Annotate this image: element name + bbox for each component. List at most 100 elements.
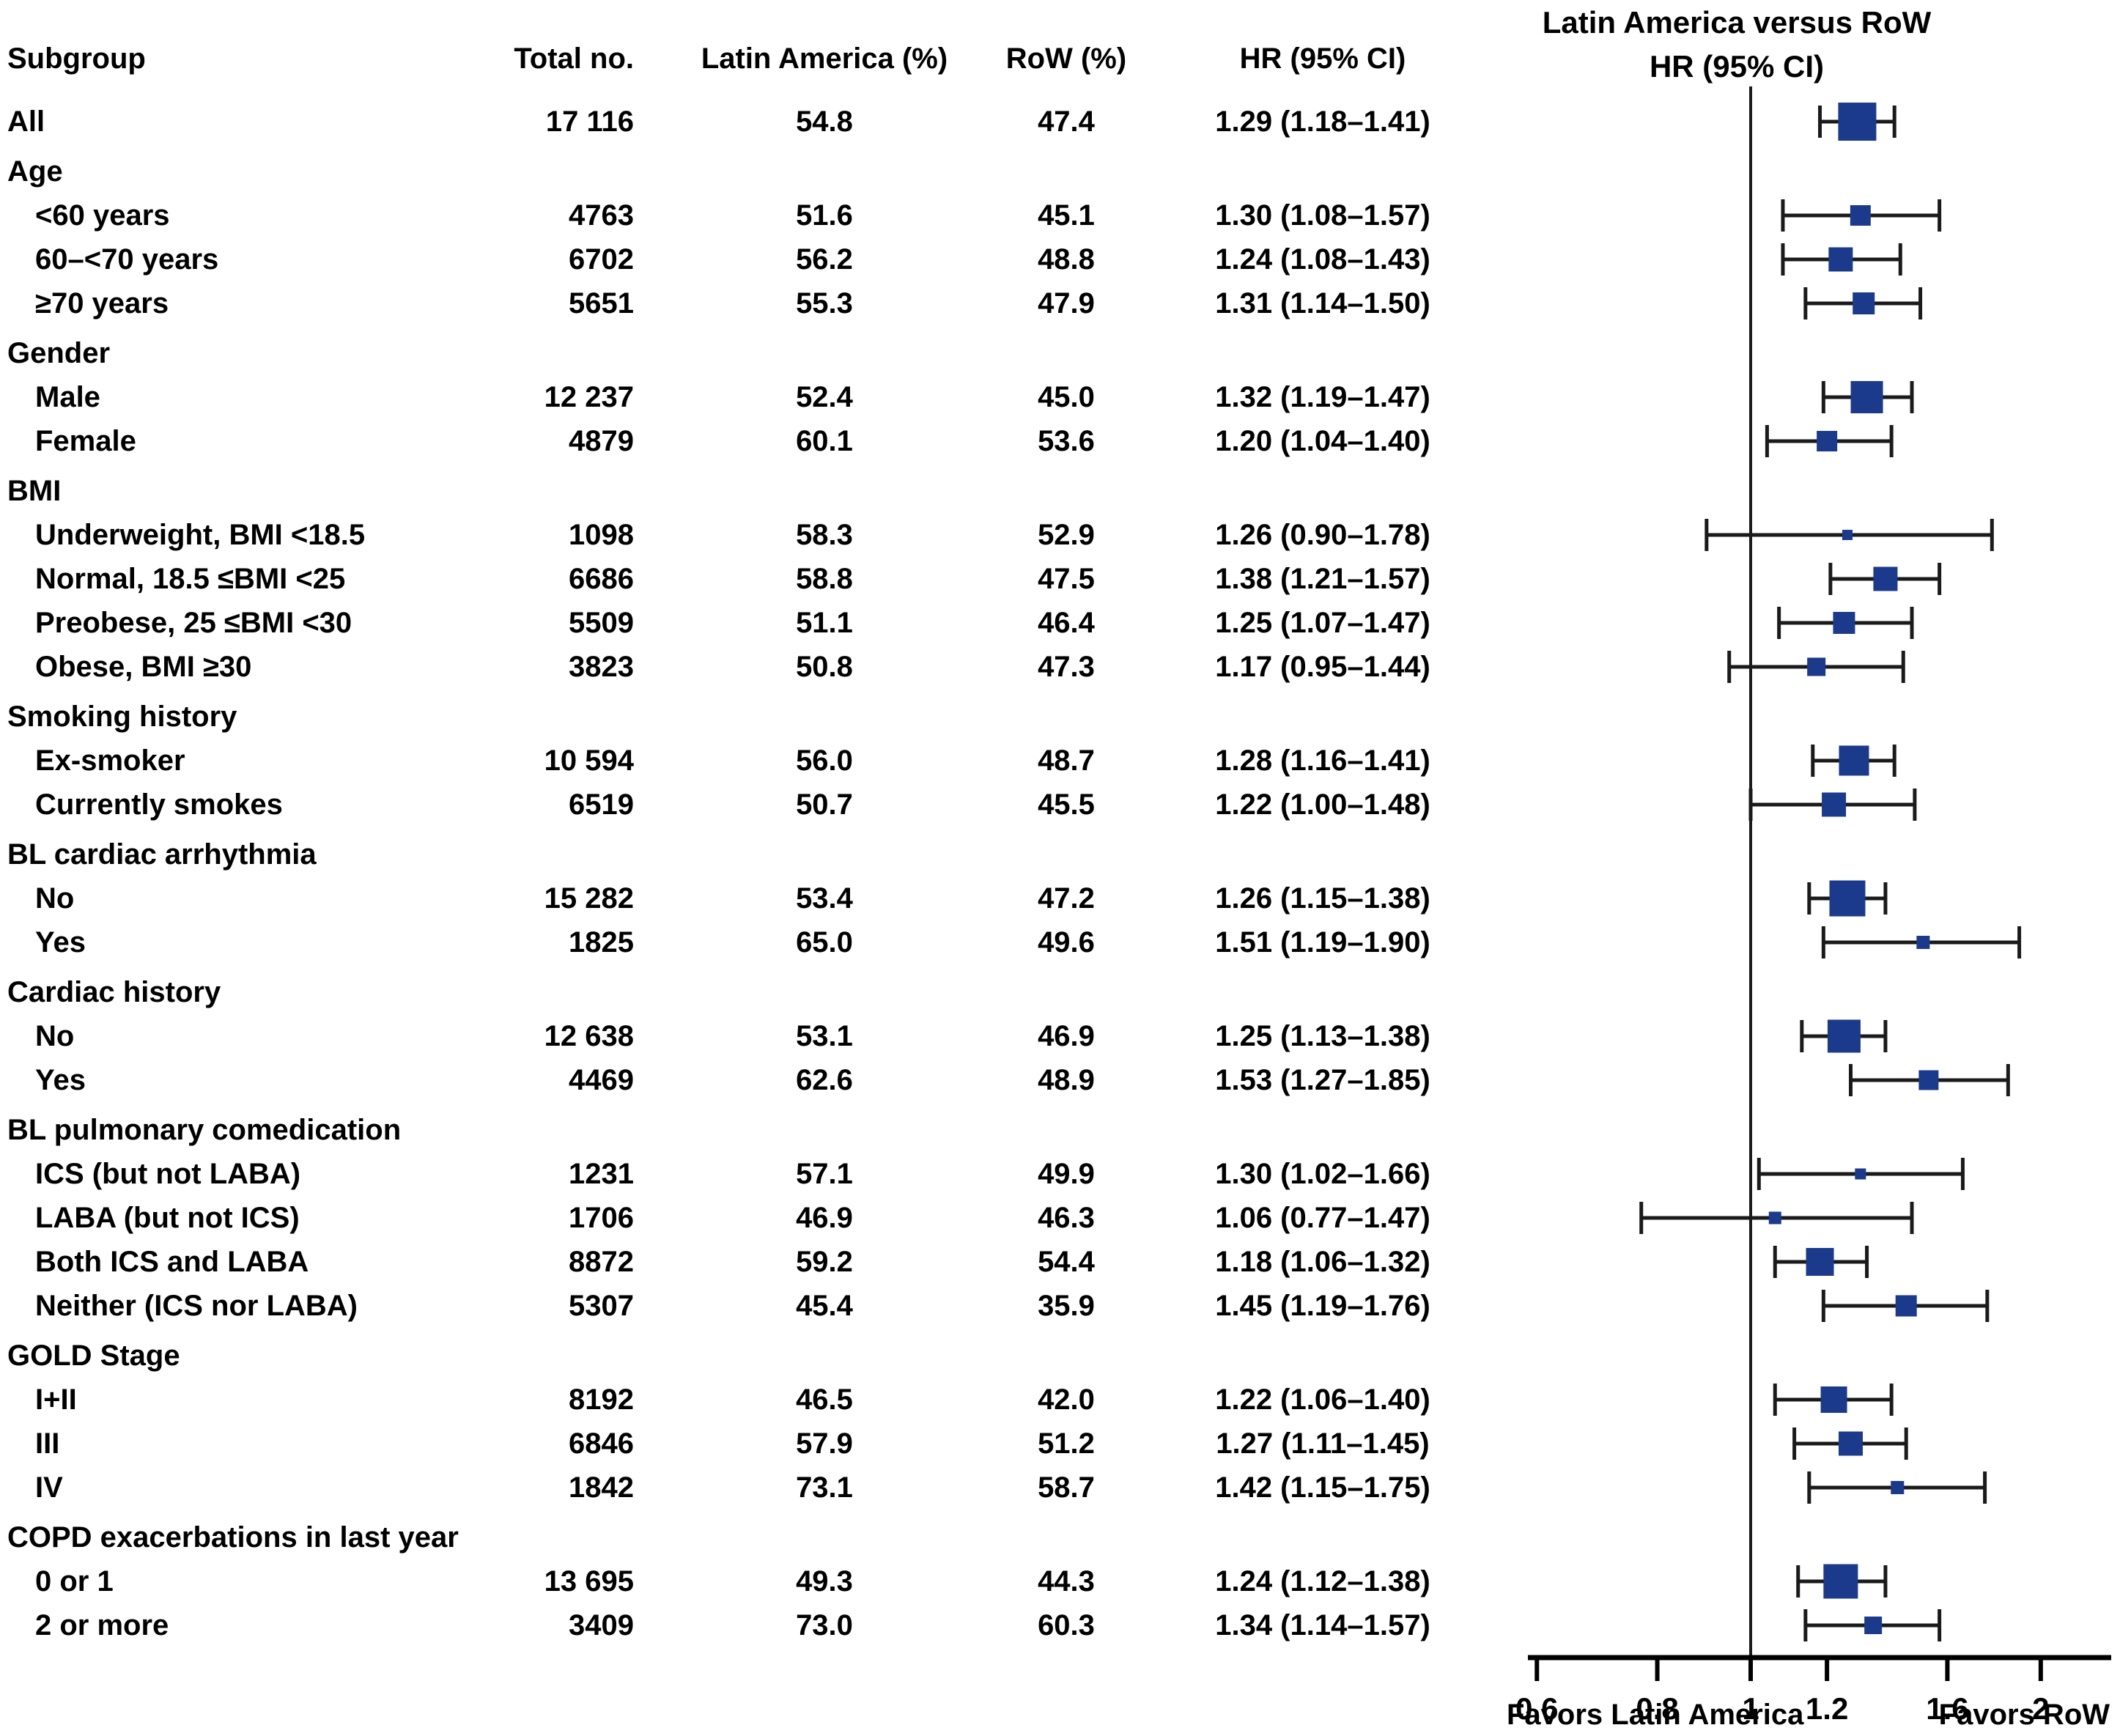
subgroup-label: Obese, BMI ≥30 <box>35 651 252 683</box>
table-row: ≥70 years 5651 55.3 47.9 1.31 (1.14–1.50) <box>0 281 2120 325</box>
hr-square <box>1817 431 1838 451</box>
subgroup-label: Underweight, BMI <18.5 <box>35 519 366 551</box>
total-no-cell: 17 116 <box>545 106 634 138</box>
table-row: Currently smokes 6519 50.7 45.5 1.22 (1.00–1… <box>0 783 2120 827</box>
subgroup-label: Ex-smoker <box>35 745 185 777</box>
hr-square <box>1822 792 1847 817</box>
total-no-cell: 4469 <box>569 1064 634 1096</box>
hr-ci-cell: 1.28 (1.16–1.41) <box>1215 745 1430 777</box>
hr-ci-cell: 1.22 (1.06–1.40) <box>1215 1384 1430 1416</box>
row-pct-cell: 54.4 <box>1038 1246 1095 1278</box>
group-row: GOLD Stage <box>0 1334 2120 1378</box>
row-pct-cell: 46.4 <box>1038 607 1095 639</box>
table-row: Normal, 18.5 ≤BMI <25 6686 58.8 47.5 1.38 (1… <box>0 557 2120 601</box>
hr-square <box>1827 1019 1861 1053</box>
row-pct-cell: 47.3 <box>1038 651 1095 683</box>
latin-america-pct-cell: 46.9 <box>796 1202 853 1234</box>
row-pct-cell: 52.9 <box>1038 519 1095 551</box>
group-row: Gender <box>0 331 2120 375</box>
row-pct-cell: 47.9 <box>1038 287 1095 320</box>
group-row: Cardiac history <box>0 970 2120 1014</box>
table-row: 0 or 1 13 695 49.3 44.3 1.24 (1.12–1.38) <box>0 1559 2120 1603</box>
table-row: Yes 1825 65.0 49.6 1.51 (1.19–1.90) <box>0 920 2120 964</box>
hr-ci-cell: 1.22 (1.00–1.48) <box>1215 788 1430 821</box>
group-row: BMI <box>0 469 2120 513</box>
subgroup-label: All <box>7 106 45 138</box>
hr-ci-cell: 1.24 (1.12–1.38) <box>1215 1565 1430 1598</box>
row-pct-cell: 45.0 <box>1038 381 1095 413</box>
total-no-cell: 12 237 <box>544 381 634 413</box>
total-no-cell: 13 695 <box>544 1565 634 1598</box>
hr-ci-cell: 1.29 (1.18–1.41) <box>1215 106 1430 138</box>
axis-tick-label: 1.2 <box>1806 1691 1848 1726</box>
total-no-cell: 1842 <box>569 1471 634 1504</box>
latin-america-pct-cell: 59.2 <box>796 1246 853 1278</box>
table-row: LABA (but not ICS) 1706 46.9 46.3 1.06 (0.77… <box>0 1196 2120 1240</box>
table-row: Ex-smoker 10 594 56.0 48.7 1.28 (1.16–1.41) <box>0 739 2120 783</box>
hr-ci-cell: 1.25 (1.07–1.47) <box>1215 607 1430 639</box>
table-row: Preobese, 25 ≤BMI <30 5509 51.1 46.4 1.25 (1… <box>0 601 2120 645</box>
latin-america-pct-cell: 45.4 <box>796 1290 853 1322</box>
subgroup-label: BL pulmonary comedication <box>7 1114 402 1146</box>
hr-square <box>1829 880 1866 917</box>
hr-ci-cell: 1.31 (1.14–1.50) <box>1215 287 1430 320</box>
latin-america-pct-cell: 53.4 <box>796 882 853 915</box>
subgroup-label: Cardiac history <box>7 976 221 1008</box>
subgroup-label: 0 or 1 <box>35 1565 114 1598</box>
row-pct-cell: 48.7 <box>1038 745 1095 777</box>
row-pct-cell: 46.3 <box>1038 1202 1095 1234</box>
subgroup-label: Yes <box>35 926 86 959</box>
axis-tick-label: 1 <box>1742 1691 1759 1726</box>
hr-square <box>1839 745 1869 776</box>
hr-square <box>1806 1248 1834 1276</box>
latin-america-pct-cell: 49.3 <box>796 1565 853 1598</box>
subgroup-label: COPD exacerbations in last year <box>7 1521 459 1554</box>
row-pct-cell: 44.3 <box>1038 1565 1095 1598</box>
hr-square <box>1828 247 1853 272</box>
total-no-cell: 5651 <box>569 287 634 320</box>
plot-title-line2: HR (95% CI) <box>1649 49 1825 84</box>
subgroup-label: Smoking history <box>7 701 237 733</box>
subgroup-label: No <box>35 882 75 915</box>
hr-ci-cell: 1.06 (0.77–1.47) <box>1215 1202 1430 1234</box>
total-no-cell: 10 594 <box>544 745 634 777</box>
hr-square <box>1839 1431 1864 1456</box>
subgroup-label: Yes <box>35 1064 86 1096</box>
latin-america-pct-cell: 50.7 <box>796 788 853 821</box>
row-pct-cell: 46.9 <box>1038 1020 1095 1052</box>
latin-america-pct-cell: 56.2 <box>796 243 853 276</box>
column-header-subgroup: Subgroup <box>7 43 146 75</box>
subgroup-label: Currently smokes <box>35 788 283 821</box>
subgroup-label: ICS (but not LABA) <box>35 1158 301 1190</box>
row-pct-cell: 60.3 <box>1038 1609 1095 1641</box>
hr-square <box>1864 1617 1883 1634</box>
subgroup-label: LABA (but not ICS) <box>35 1202 300 1234</box>
latin-america-pct-cell: 65.0 <box>796 926 853 959</box>
table-row: No 15 282 53.4 47.2 1.26 (1.15–1.38) <box>0 876 2120 920</box>
hr-square <box>1891 1481 1905 1494</box>
hr-ci-cell: 1.27 (1.11–1.45) <box>1216 1427 1430 1460</box>
total-no-cell: 4763 <box>569 199 634 232</box>
total-no-cell: 6686 <box>569 563 634 595</box>
table-row: III 6846 57.9 51.2 1.27 (1.11–1.45) <box>0 1422 2120 1466</box>
row-pct-cell: 48.9 <box>1038 1064 1095 1096</box>
hr-ci-cell: 1.25 (1.13–1.38) <box>1215 1020 1430 1052</box>
row-pct-cell: 42.0 <box>1038 1384 1095 1416</box>
table-row: IV 1842 73.1 58.7 1.42 (1.15–1.75) <box>0 1466 2120 1510</box>
hr-square <box>1873 566 1898 591</box>
hr-ci-cell: 1.17 (0.95–1.44) <box>1215 651 1430 683</box>
subgroup-label: Male <box>35 381 100 413</box>
axis-tick-label: 0.6 <box>1515 1691 1558 1726</box>
hr-ci-cell: 1.32 (1.19–1.47) <box>1215 381 1430 413</box>
subgroup-label: BMI <box>7 475 62 507</box>
total-no-cell: 5307 <box>569 1290 634 1322</box>
hr-ci-cell: 1.51 (1.19–1.90) <box>1215 926 1430 959</box>
row-pct-cell: 49.9 <box>1038 1158 1095 1190</box>
total-no-cell: 15 282 <box>544 882 634 915</box>
hr-square <box>1842 530 1853 540</box>
hr-ci-cell: 1.24 (1.08–1.43) <box>1215 243 1430 276</box>
hr-square <box>1916 936 1930 949</box>
subgroup-label: Age <box>7 155 63 188</box>
latin-america-pct-cell: 46.5 <box>796 1384 853 1416</box>
total-no-cell: 5509 <box>569 607 634 639</box>
